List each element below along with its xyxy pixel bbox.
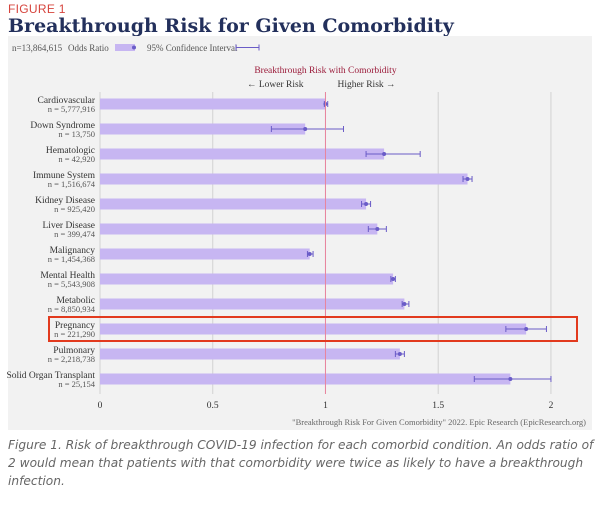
category-name-solid-organ-transplant: Solid Organ Transplant xyxy=(6,371,95,381)
category-n-metabolic: n = 8,850,934 xyxy=(48,304,96,314)
category-n-down-syndrome: n = 13,750 xyxy=(58,129,95,139)
higher-risk-label: Higher Risk → xyxy=(337,80,395,90)
category-name-down-syndrome: Down Syndrome xyxy=(30,121,95,131)
category-name-kidney-disease: Kidney Disease xyxy=(35,196,95,206)
point-down-syndrome xyxy=(303,127,308,131)
x-tick-3: 1.5 xyxy=(432,401,444,411)
odds-ratio-chart: n=13,864,615 Odds Ratio 95% Confidence I… xyxy=(6,43,586,427)
n-total-label: n=13,864,615 xyxy=(12,43,63,53)
category-name-metabolic: Metabolic xyxy=(56,296,95,306)
point-solid-organ-transplant xyxy=(508,377,513,381)
x-tick-1: 0.5 xyxy=(207,401,219,411)
category-n-mental-health: n = 5,543,908 xyxy=(48,279,95,289)
x-tick-0: 0 xyxy=(98,401,103,411)
category-n-pulmonary: n = 2,218,738 xyxy=(48,354,95,364)
bar-solid-organ-transplant xyxy=(100,373,511,385)
category-n-kidney-disease: n = 925,420 xyxy=(54,204,95,214)
category-name-cardiovascular: Cardiovascular xyxy=(37,96,95,106)
bar-mental-health xyxy=(100,273,394,285)
category-n-hematologic: n = 42,920 xyxy=(58,154,95,164)
bar-hematologic xyxy=(100,148,385,160)
bar-pulmonary xyxy=(100,348,400,360)
point-pregnancy xyxy=(524,327,529,331)
bar-malignancy xyxy=(100,248,310,260)
bar-immune-system xyxy=(100,173,468,185)
point-pulmonary xyxy=(397,352,402,356)
category-name-immune-system: Immune System xyxy=(33,171,96,181)
category-name-pregnancy: Pregnancy xyxy=(55,321,95,331)
point-liver-disease xyxy=(375,227,380,231)
category-name-pulmonary: Pulmonary xyxy=(53,346,95,356)
category-n-solid-organ-transplant: n = 25,154 xyxy=(58,379,95,389)
pregnancy-highlight-box xyxy=(48,316,578,342)
error-bars-layer xyxy=(270,101,552,382)
bar-cardiovascular xyxy=(100,98,326,110)
bar-down-syndrome xyxy=(100,123,306,135)
category-name-mental-health: Mental Health xyxy=(40,271,95,281)
point-immune-system xyxy=(465,177,470,181)
point-kidney-disease xyxy=(364,202,369,206)
category-n-malignancy: n = 1,454,368 xyxy=(48,254,95,264)
lower-risk-label: ← Lower Risk xyxy=(247,80,304,90)
category-n-cardiovascular: n = 5,777,916 xyxy=(48,104,95,114)
point-hematologic xyxy=(382,152,387,156)
legend-ci-label: 95% Confidence Interval xyxy=(147,43,238,53)
point-mental-health xyxy=(391,277,396,281)
point-malignancy xyxy=(307,252,312,256)
category-n-immune-system: n = 1,516,674 xyxy=(48,179,96,189)
category-name-liver-disease: Liver Disease xyxy=(43,221,96,231)
category-n-pregnancy: n = 221,290 xyxy=(54,329,95,339)
bar-kidney-disease xyxy=(100,198,367,210)
bar-metabolic xyxy=(100,298,405,310)
chart-title: Breakthrough Risk for Given Comorbidity xyxy=(8,15,454,37)
category-name-malignancy: Malignancy xyxy=(50,246,96,256)
bars-layer xyxy=(100,98,527,385)
point-metabolic xyxy=(402,302,407,306)
x-tick-4: 2 xyxy=(549,401,554,411)
figure-caption: Figure 1. Risk of breakthrough COVID-19 … xyxy=(8,438,594,488)
category-n-liver-disease: n = 399,474 xyxy=(54,229,96,239)
x-tick-2: 1 xyxy=(323,401,328,411)
reference-title: Breakthrough Risk with Comorbidity xyxy=(254,66,396,76)
source-note: "Breakthrough Risk For Given Comorbidity… xyxy=(292,417,586,427)
legend-point-marker xyxy=(132,45,136,50)
category-name-hematologic: Hematologic xyxy=(46,146,95,156)
bar-pregnancy xyxy=(100,323,527,335)
legend-bar-swatch xyxy=(115,44,135,51)
x-tick-labels: 0 0.5 1 1.5 2 xyxy=(98,401,554,411)
legend-odds-ratio-label: Odds Ratio xyxy=(68,43,109,53)
bar-liver-disease xyxy=(100,223,378,235)
figure-label: FIGURE 1 xyxy=(8,2,66,16)
